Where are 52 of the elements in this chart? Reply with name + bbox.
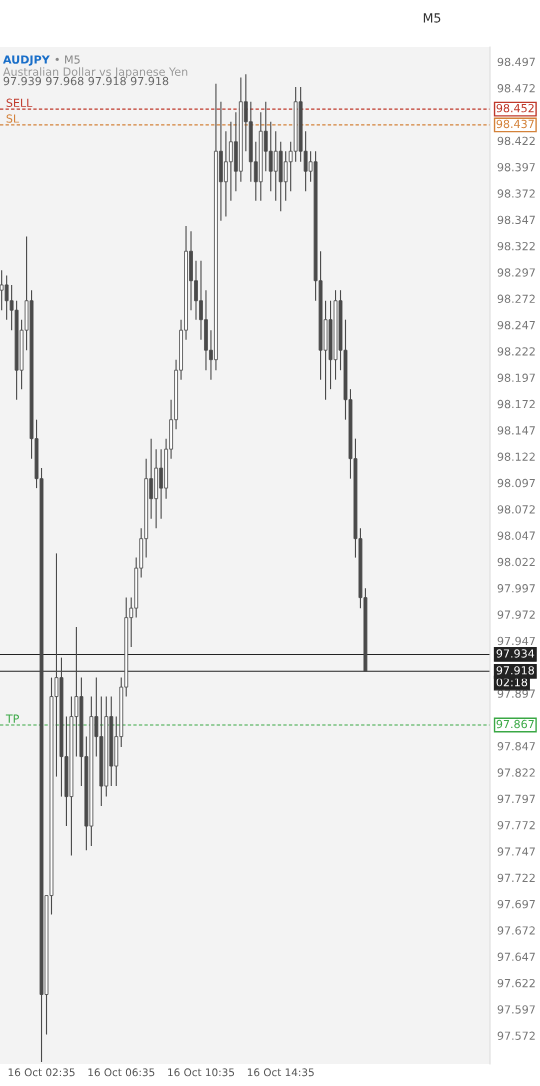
y-tick-label: 98.322 xyxy=(497,241,535,251)
ref-line-label: SELL xyxy=(6,98,33,107)
y-tick-label: 98.122 xyxy=(497,452,535,461)
ref-line-label: TP xyxy=(5,714,19,723)
y-tick-label: 98.047 xyxy=(497,531,535,540)
y-tick-label: 98.197 xyxy=(497,373,535,382)
y-tick-label: 97.997 xyxy=(497,584,535,593)
y-tick-label: 97.722 xyxy=(497,873,535,883)
x-tick-label: 16 Oct 14:35 xyxy=(247,1068,314,1077)
text: M5 xyxy=(423,13,441,23)
annotation: 97.939 97.968 97.918 97.918 xyxy=(3,76,169,86)
text: 97.918 xyxy=(496,666,534,675)
text: AUDJPY xyxy=(2,55,50,66)
y-tick-label: 97.772 xyxy=(497,820,535,830)
y-tick-label: 98.397 xyxy=(497,162,535,172)
y-tick-label: 98.497 xyxy=(497,57,535,67)
y-tick-label: 97.647 xyxy=(497,952,535,961)
y-tick-label: 97.572 xyxy=(497,1031,535,1040)
y-tick-label: 97.747 xyxy=(497,847,535,856)
text: 97.934 xyxy=(496,649,535,658)
y-tick-label: 97.672 xyxy=(497,926,535,935)
y-tick-label: 98.297 xyxy=(497,268,535,277)
y-tick-label: 97.972 xyxy=(497,610,535,619)
y-tick-label: 98.072 xyxy=(497,505,535,514)
text: 97.867 xyxy=(496,719,534,729)
y-tick-label: 97.847 xyxy=(497,742,535,751)
annotation: • M5 xyxy=(55,55,80,64)
y-tick-label: 98.097 xyxy=(497,478,535,488)
y-tick-label: 98.147 xyxy=(497,426,535,435)
y-tick-label: 98.222 xyxy=(497,347,535,356)
y-tick-label: 97.597 xyxy=(497,1005,535,1014)
y-tick-label: 98.172 xyxy=(497,399,535,409)
y-tick-label: 97.622 xyxy=(497,978,535,988)
y-tick-label: 98.472 xyxy=(497,84,535,93)
y-tick-label: 97.697 xyxy=(497,899,535,909)
ref-line-label: SL xyxy=(6,114,20,123)
y-tick-label: 98.247 xyxy=(497,320,535,330)
y-tick-label: 97.897 xyxy=(497,689,535,698)
y-tick-label: 98.372 xyxy=(497,189,535,198)
x-tick-label: 16 Oct 10:35 xyxy=(168,1068,235,1077)
text: 02:18 xyxy=(496,677,528,687)
x-tick-label: 16 Oct 06:35 xyxy=(88,1068,155,1077)
y-tick-label: 97.947 xyxy=(497,636,535,646)
y-tick-label: 98.272 xyxy=(497,294,535,303)
y-tick-label: 97.797 xyxy=(497,794,535,804)
x-tick-label: 16 Oct 02:35 xyxy=(8,1068,75,1077)
y-tick-label: 98.347 xyxy=(497,215,535,225)
text: 98.452 xyxy=(496,103,534,113)
y-tick-label: 98.022 xyxy=(497,557,535,567)
y-tick-label: 98.422 xyxy=(497,136,535,146)
y-tick-label: 97.822 xyxy=(497,768,535,777)
text: 98.437 xyxy=(496,119,534,129)
